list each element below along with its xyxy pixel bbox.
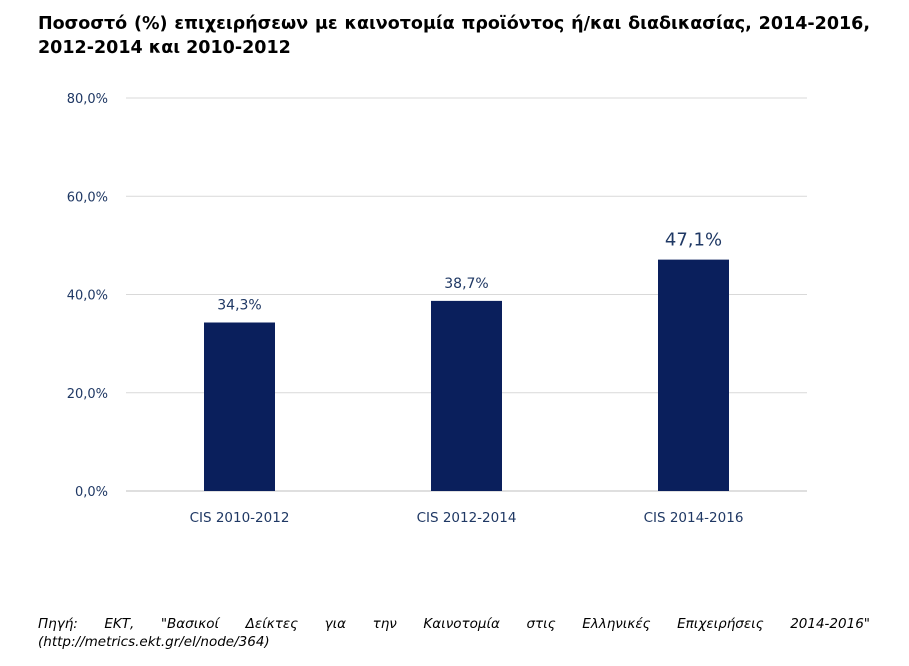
- y-tick-label: 20,0%: [67, 387, 108, 402]
- source-note: Πηγή: ΕΚΤ, "Βασικοί Δείκτες για την Καιν…: [38, 615, 870, 651]
- data-label: 38,7%: [444, 276, 488, 292]
- y-tick-label: 40,0%: [67, 289, 108, 304]
- bar-chart: 0,0% 20,0% 40,0% 60,0% 80,0% 34,3% 38,7% 47,1%…: [67, 92, 807, 526]
- bars: [204, 259, 729, 491]
- y-tick-label: 60,0%: [67, 190, 108, 205]
- x-tick-label: CIS 2012-2014: [417, 510, 517, 526]
- source-line-1: Πηγή: ΕΚΤ, "Βασικοί Δείκτες για την Καιν…: [38, 616, 870, 632]
- bar: [204, 322, 275, 491]
- y-axis-ticks: 0,0% 20,0% 40,0% 60,0% 80,0%: [67, 92, 108, 500]
- y-tick-label: 0,0%: [75, 485, 108, 500]
- x-tick-label: CIS 2010-2012: [190, 510, 290, 526]
- bar: [431, 300, 502, 491]
- x-tick-label: CIS 2014-2016: [644, 510, 744, 526]
- data-label: 47,1%: [665, 230, 722, 251]
- data-labels: 34,3% 38,7% 47,1%: [217, 230, 722, 314]
- y-tick-label: 80,0%: [67, 92, 108, 107]
- chart-title: Ποσοστό (%) επιχειρήσεων με καινοτομία π…: [38, 14, 870, 58]
- bar: [658, 259, 729, 491]
- source-line-2: (http://metrics.ekt.gr/el/node/364): [38, 634, 270, 650]
- x-axis-ticks: CIS 2010-2012 CIS 2012-2014 CIS 2014-2016: [190, 510, 744, 526]
- data-label: 34,3%: [217, 298, 261, 314]
